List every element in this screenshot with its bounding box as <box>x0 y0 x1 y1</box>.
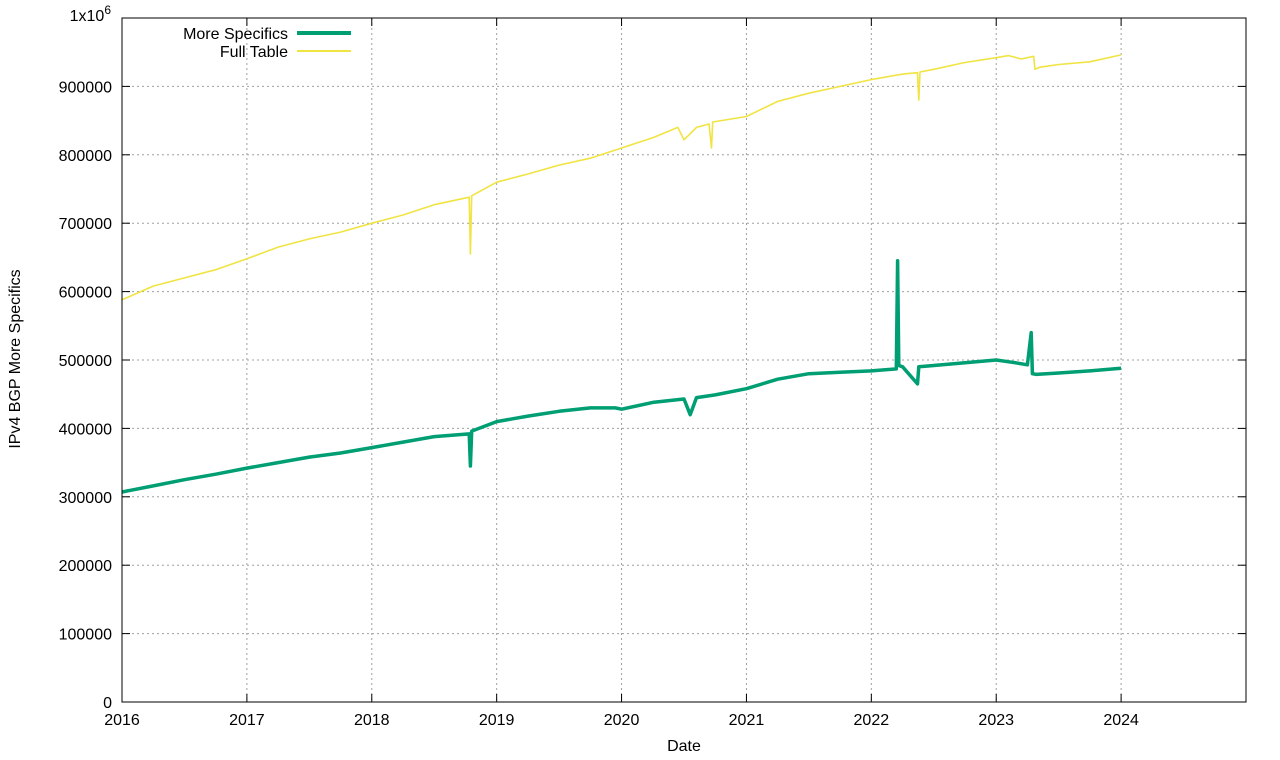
x-tick-label: 2020 <box>604 712 640 729</box>
y-axis-label: IPv4 BGP More Specifics <box>7 269 24 448</box>
y-top-label: 1x106 <box>70 3 112 25</box>
x-tick-label: 2024 <box>1103 712 1139 729</box>
series-layer <box>121 54 1122 494</box>
y-tick-label: 500000 <box>59 353 112 370</box>
y-tick-label: 0 <box>103 695 112 712</box>
x-tick-label: 2017 <box>229 712 265 729</box>
x-tick-label: 2018 <box>354 712 390 729</box>
x-tick-label: 2023 <box>978 712 1014 729</box>
y-tick-label: 900000 <box>59 79 112 96</box>
y-tick-label: 400000 <box>59 421 112 438</box>
y-top-label-base: 1x10 <box>70 8 105 25</box>
legend: More Specifics Full Table <box>183 26 351 61</box>
y-tick-label: 800000 <box>59 148 112 165</box>
x-tick-label: 2016 <box>104 712 140 729</box>
x-tick-label: 2019 <box>479 712 515 729</box>
tick-layer: 0 100000 200000 300000 400000 500000 600000 700… <box>59 17 1247 729</box>
y-top-label-exp: 6 <box>104 3 111 17</box>
series-line-full-table <box>121 54 1122 301</box>
x-tick-label: 2021 <box>729 712 765 729</box>
y-tick-label: 200000 <box>59 558 112 575</box>
y-tick-label: 100000 <box>59 627 112 644</box>
y-tick-label: 700000 <box>59 216 112 233</box>
legend-label-full-table: Full Table <box>220 44 288 61</box>
x-tick-label: 2022 <box>854 712 890 729</box>
y-tick-label: 300000 <box>59 490 112 507</box>
legend-label-more-specifics: More Specifics <box>183 26 288 43</box>
y-tick-label: 600000 <box>59 285 112 302</box>
series-line-more-specifics <box>121 259 1122 494</box>
x-axis-label: Date <box>667 738 701 755</box>
